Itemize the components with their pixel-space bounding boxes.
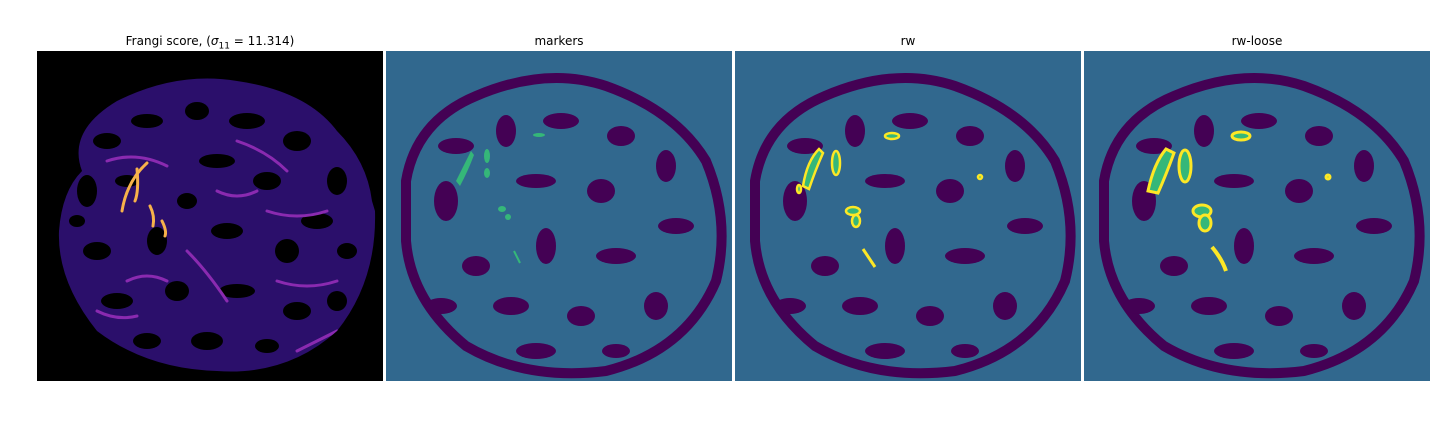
markers-image	[386, 51, 732, 381]
marker-regions	[456, 133, 545, 264]
markers-tissue	[401, 73, 727, 379]
frangi-hot-vessels	[120, 161, 168, 238]
rw-loose-image	[1084, 51, 1430, 381]
markers-title: markers	[534, 34, 584, 48]
rw-segments	[795, 131, 984, 268]
frangi-score-title: Frangi score, (σ11 = 11.314)	[125, 34, 295, 52]
rw-tissue	[750, 73, 1076, 379]
rw-loose-segments	[1146, 130, 1332, 272]
rw-loose-tissue	[1099, 73, 1425, 379]
rw-image	[735, 51, 1081, 381]
frangi-pores	[69, 102, 357, 353]
frangi-ridges	[95, 139, 339, 353]
rw-loose-title: rw-loose	[1231, 34, 1283, 48]
rw-title: rw	[900, 34, 916, 48]
frangi-score-image	[37, 51, 383, 381]
